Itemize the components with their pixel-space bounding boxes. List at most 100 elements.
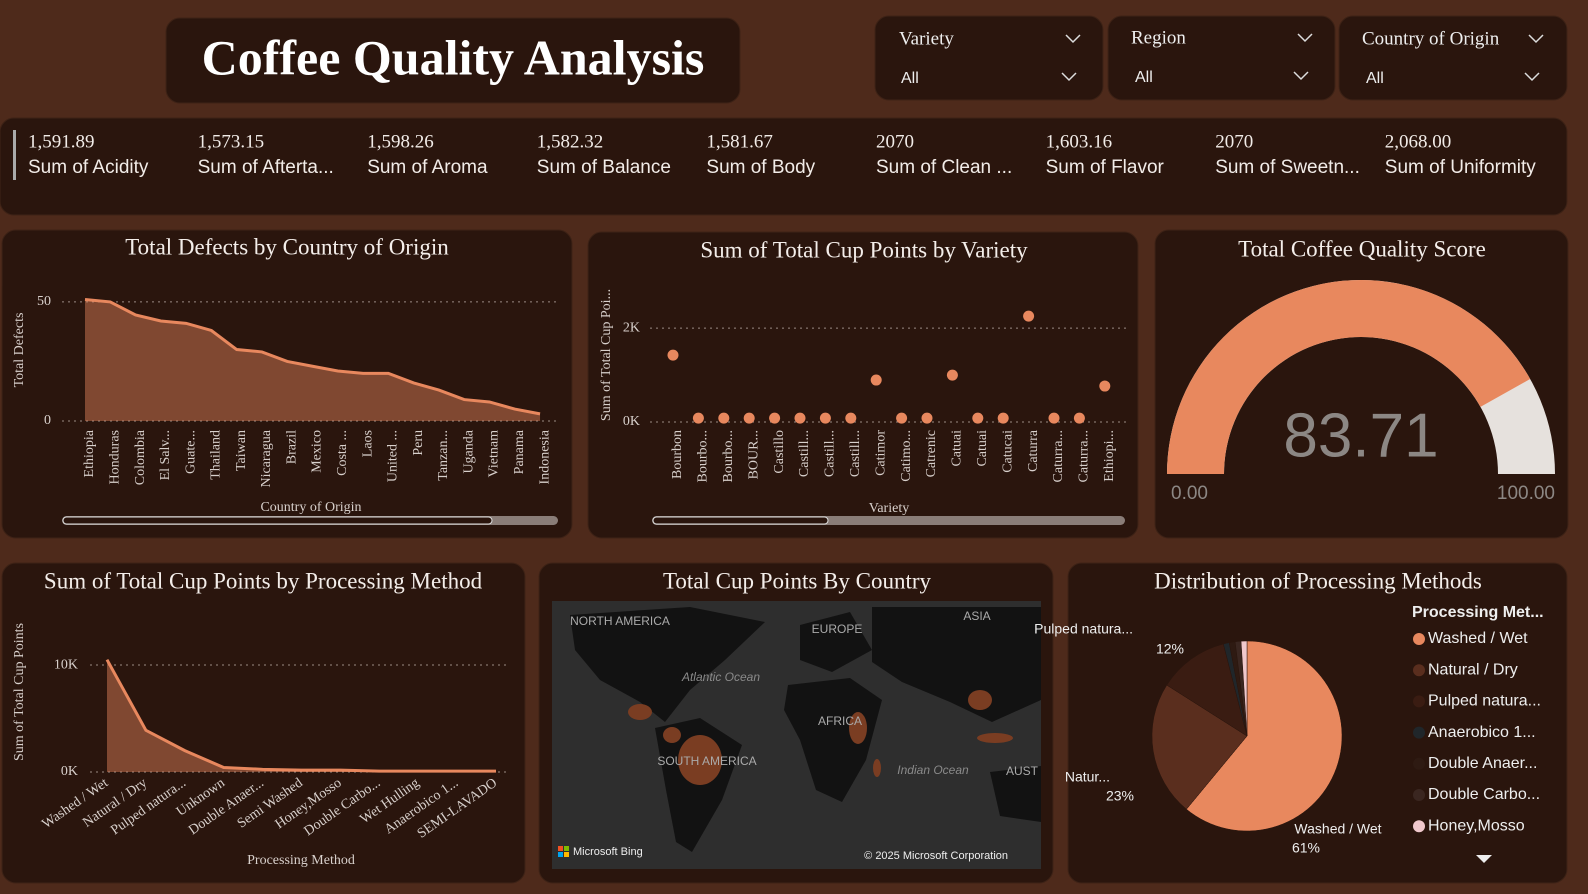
x-tick-label: Bourbon	[670, 430, 685, 479]
country[interactable]	[968, 690, 992, 710]
legend-label[interactable]: Natural / Dry	[1428, 661, 1518, 678]
x-tick-label: Catimor	[873, 430, 888, 476]
kpi-value: 1,598.26	[367, 131, 434, 152]
legend-label[interactable]: Double Carbo...	[1428, 786, 1540, 803]
dot	[845, 412, 857, 424]
x-tick-label: Peru	[411, 430, 426, 456]
y-tick-label: 0K	[623, 414, 640, 429]
legend-marker[interactable]	[1413, 820, 1425, 833]
map-label: Indian Ocean	[897, 763, 969, 777]
dot	[743, 412, 755, 424]
y-axis-label: Total Defects	[12, 313, 27, 388]
country[interactable]	[849, 712, 867, 744]
slicer-panel[interactable]	[874, 15, 1104, 101]
x-tick-label: Catimo...	[899, 430, 914, 482]
kpi-value: 2070	[876, 131, 914, 152]
chevron[interactable]	[1061, 72, 1077, 82]
kpi-label: Sum of Balance	[537, 157, 671, 178]
legend-marker[interactable]	[1413, 664, 1425, 677]
chart-panel	[587, 231, 1139, 539]
dot	[794, 412, 806, 424]
scroll-thumb[interactable]	[62, 516, 493, 525]
continent	[872, 607, 1041, 722]
country[interactable]	[628, 704, 652, 720]
y-tick-label: 50	[37, 294, 51, 309]
x-tick-label: Costa ...	[335, 430, 350, 476]
map-attribution: Microsoft Bing	[573, 846, 643, 858]
legend-scroll-arrow[interactable]	[1476, 855, 1492, 863]
chevron[interactable]	[1293, 71, 1309, 81]
map-label: NORTH AMERICA	[570, 614, 670, 628]
x-tick-label: Panama	[512, 429, 527, 474]
kpi-value: 2,068.00	[1385, 131, 1452, 152]
country[interactable]	[663, 727, 681, 743]
slicer-panel[interactable]	[1338, 15, 1568, 101]
scroll-thumb[interactable]	[652, 516, 829, 525]
logo-square	[564, 852, 569, 857]
legend-label[interactable]: Anaerobico 1...	[1428, 724, 1536, 741]
map-label: Atlantic Ocean	[681, 670, 760, 684]
bing-logo	[558, 846, 569, 857]
legend-marker[interactable]	[1413, 726, 1425, 739]
slice-value-label: 23%	[1106, 788, 1134, 804]
x-tick-label: Nicaragua	[259, 429, 274, 487]
dot	[718, 412, 730, 424]
kpi-label: Sum of Sweetn...	[1215, 157, 1360, 178]
dot	[946, 369, 958, 381]
x-tick-label: Caturra...	[1077, 430, 1092, 482]
country[interactable]	[678, 735, 722, 785]
slicer-panel[interactable]	[1107, 15, 1336, 101]
legend-label[interactable]: Honey,Mosso	[1428, 817, 1525, 834]
logo-square	[558, 852, 563, 857]
kpi-value: 1,591.89	[28, 131, 95, 152]
x-tick-label: Brazil	[284, 430, 299, 464]
country[interactable]	[873, 759, 881, 777]
slicer-value: All	[1366, 70, 1384, 87]
chevron[interactable]	[1065, 34, 1081, 44]
x-tick-label: Catuai	[950, 430, 965, 467]
slicer-label: Variety	[899, 28, 954, 49]
x-tick-label: Catucai	[1000, 430, 1015, 473]
map-label: AUST	[1006, 764, 1039, 778]
country[interactable]	[977, 733, 1013, 743]
dot	[692, 412, 704, 424]
map-label: ASIA	[963, 609, 990, 623]
legend-label[interactable]: Washed / Wet	[1428, 630, 1528, 647]
chart-title: Total Coffee Quality Score	[1238, 236, 1486, 261]
y-tick-label: 0K	[61, 764, 78, 779]
map-attribution: © 2025 Microsoft Corporation	[864, 850, 1008, 862]
dot	[972, 412, 984, 424]
legend-marker[interactable]	[1413, 695, 1425, 708]
map-label: EUROPE	[812, 622, 863, 636]
y-axis-label: Sum of Total Cup Points	[12, 623, 27, 761]
kpi-value: 1,603.16	[1046, 131, 1113, 152]
chevron[interactable]	[1297, 33, 1313, 43]
legend-label[interactable]: Double Anaer...	[1428, 755, 1537, 772]
chart-panel	[1, 229, 573, 539]
x-tick-label: Castillo	[772, 430, 787, 474]
kpi-label: Sum of Uniformity	[1385, 157, 1536, 178]
legend-label[interactable]: Pulped natura...	[1428, 693, 1541, 710]
slice-label: Washed / Wet	[1294, 821, 1381, 837]
dot	[870, 374, 882, 386]
x-tick-label: El Salv...	[158, 430, 173, 480]
x-tick-label: Mexico	[310, 430, 325, 473]
chevron[interactable]	[1524, 72, 1540, 82]
slicer-value: All	[901, 70, 919, 87]
legend-marker[interactable]	[1413, 633, 1425, 645]
x-tick-label: Catuai	[975, 430, 990, 467]
legend-marker[interactable]	[1413, 757, 1425, 770]
x-tick-label: Castill...	[848, 430, 863, 477]
legend-marker[interactable]	[1413, 789, 1425, 801]
dot	[896, 412, 908, 424]
logo-square	[564, 846, 569, 851]
slice-value-label: 61%	[1292, 840, 1320, 856]
area-fill	[107, 659, 496, 772]
continent	[990, 766, 1041, 822]
dot	[1099, 380, 1111, 392]
x-axis-label: Processing Method	[247, 853, 355, 868]
chevron[interactable]	[1528, 34, 1544, 44]
dot	[1023, 310, 1035, 322]
dot	[667, 349, 679, 361]
